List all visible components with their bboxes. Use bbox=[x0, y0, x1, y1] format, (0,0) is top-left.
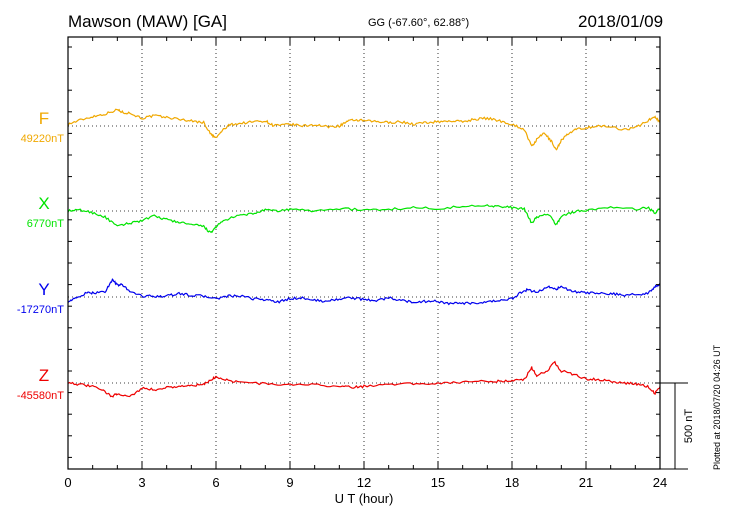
x-tick-label: 12 bbox=[357, 475, 371, 490]
baseline-value-x: 6770nT bbox=[27, 218, 65, 230]
x-axis-label: U T (hour) bbox=[335, 491, 394, 506]
scale-bar: 500 nT bbox=[655, 382, 695, 470]
x-tick-label: 9 bbox=[286, 475, 293, 490]
series-line-x bbox=[67, 204, 661, 234]
station-title: Mawson (MAW) [GA] bbox=[68, 12, 227, 31]
scale-bar-label: 500 nT bbox=[683, 409, 695, 444]
baseline-value-z: -45580nT bbox=[17, 390, 64, 402]
series-line-f bbox=[67, 108, 661, 151]
series-name-f: F bbox=[39, 109, 49, 128]
x-tick-label: 0 bbox=[64, 475, 71, 490]
series-labels: F 49220nT X 6770nT Y -17270nT Z -45580nT bbox=[17, 109, 64, 402]
baselines bbox=[68, 125, 660, 384]
x-tick-label: 15 bbox=[431, 475, 445, 490]
series-name-z: Z bbox=[39, 366, 49, 385]
date-label: 2018/01/09 bbox=[578, 12, 664, 31]
series-name-y: Y bbox=[38, 280, 49, 299]
x-tick-label: 24 bbox=[653, 475, 667, 490]
baseline-value-f: 49220nT bbox=[21, 133, 65, 145]
x-tick-label: 3 bbox=[138, 475, 145, 490]
x-tick-label: 21 bbox=[579, 475, 593, 490]
baseline-value-y: -17270nT bbox=[17, 304, 64, 316]
coordinates-label: GG (-67.60°, 62.88°) bbox=[368, 17, 470, 29]
series-lines bbox=[67, 108, 661, 398]
x-tick-label: 18 bbox=[505, 475, 519, 490]
grid bbox=[141, 37, 587, 469]
series-line-z bbox=[67, 360, 661, 398]
series-line-y bbox=[67, 278, 661, 306]
series-name-x: X bbox=[38, 194, 49, 213]
x-tick-label: 6 bbox=[212, 475, 219, 490]
axis-ticks: 0 3 6 9 12 15 18 21 24 bbox=[64, 37, 667, 490]
